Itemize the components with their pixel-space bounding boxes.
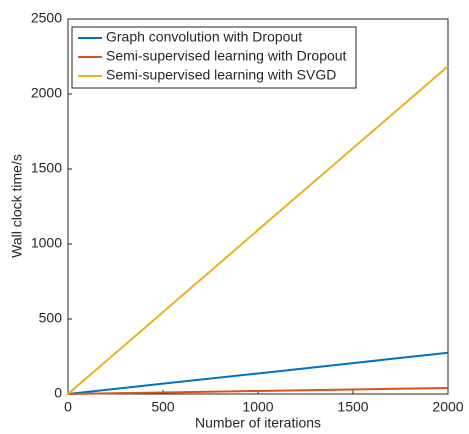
x-tick-label: 0 xyxy=(64,399,72,415)
series-line xyxy=(67,65,449,395)
y-tick-label: 1000 xyxy=(31,235,62,251)
x-axis-label: Number of iterations xyxy=(195,415,321,431)
y-axis-label: Wall clock time/s xyxy=(9,154,25,258)
series-line xyxy=(67,351,449,395)
legend-label: Semi-supervised learning with Dropout xyxy=(106,48,347,64)
legend-label: Graph convolution with Dropout xyxy=(106,29,302,45)
y-tick-label: 2000 xyxy=(31,85,62,101)
x-tick-label: 500 xyxy=(151,399,175,415)
x-tick-label: 2000 xyxy=(432,399,463,415)
legend-box xyxy=(71,26,357,89)
y-tick-label: 1500 xyxy=(31,160,62,176)
y-tick-label: 500 xyxy=(39,310,63,326)
y-tick-label: 2500 xyxy=(31,10,62,26)
y-tick-label: 0 xyxy=(54,385,62,401)
series-line xyxy=(67,387,449,395)
x-tick-label: 1000 xyxy=(242,399,273,415)
legend-label: Semi-supervised learning with SVGD xyxy=(106,67,336,83)
x-tick-label: 1500 xyxy=(337,399,368,415)
